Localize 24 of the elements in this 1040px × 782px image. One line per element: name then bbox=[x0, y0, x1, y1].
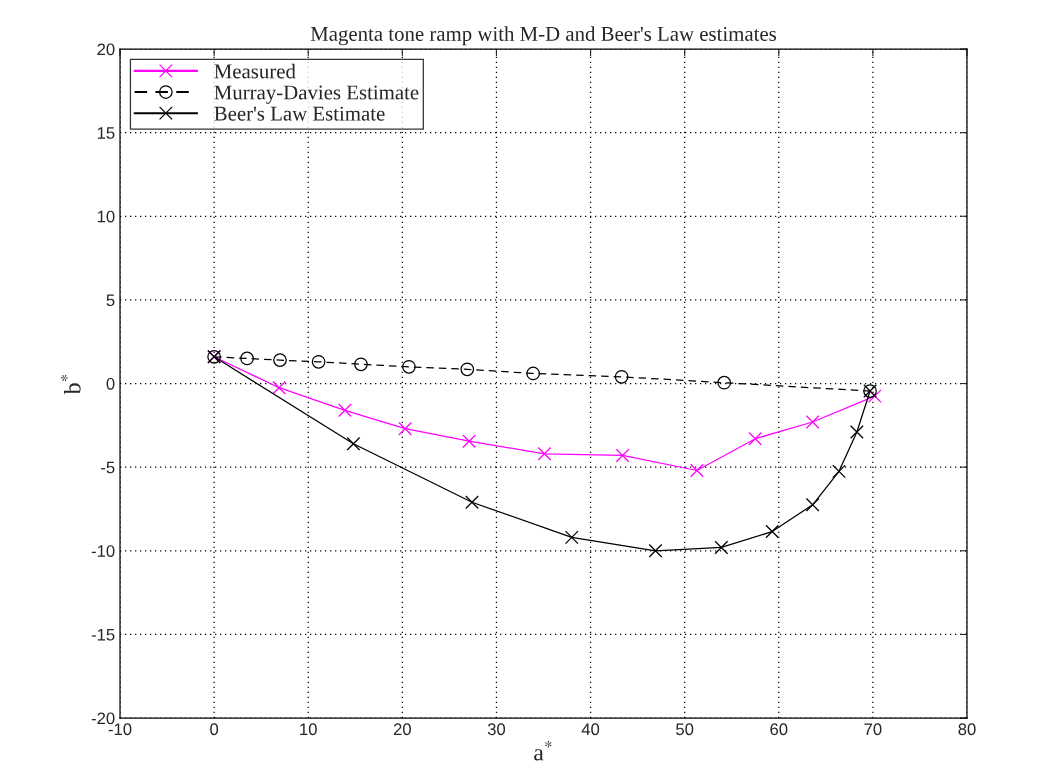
y-tick-label: 20 bbox=[97, 43, 115, 56]
legend-label: Beer's Law Estimate bbox=[214, 106, 385, 121]
x-axis-title: a$^{*}$ bbox=[534, 740, 552, 761]
y-tick-label: -10 bbox=[91, 545, 115, 557]
x-tick-label: 80 bbox=[958, 723, 976, 736]
y-tick-label: 0 bbox=[106, 377, 115, 390]
y-tick-label: -15 bbox=[91, 628, 115, 641]
x-tick-label: 50 bbox=[676, 723, 694, 736]
y-axis-title: b$^{*}$ bbox=[60, 374, 81, 395]
y-tick-label: 10 bbox=[97, 210, 115, 223]
x-tick-label: 20 bbox=[393, 723, 411, 736]
legend-label: Measured bbox=[214, 63, 296, 79]
x-tick-label: 10 bbox=[300, 723, 317, 736]
y-tick-label: 15 bbox=[97, 127, 115, 139]
x-tick-label: 30 bbox=[487, 723, 506, 736]
x-tick-label: 60 bbox=[770, 723, 788, 736]
y-tick-label: 5 bbox=[106, 294, 115, 307]
x-tick-label: 0 bbox=[210, 723, 219, 736]
chart-title: Magenta tone ramp with M-D and Beer's Law estimates bbox=[310, 26, 777, 46]
y-tick-label: -20 bbox=[91, 712, 115, 725]
legend-label: Murray-Davies Estimate bbox=[214, 85, 419, 104]
y-tick-label: -5 bbox=[101, 461, 115, 474]
x-tick-label: 70 bbox=[864, 723, 882, 736]
x-tick-label: 40 bbox=[581, 723, 600, 736]
